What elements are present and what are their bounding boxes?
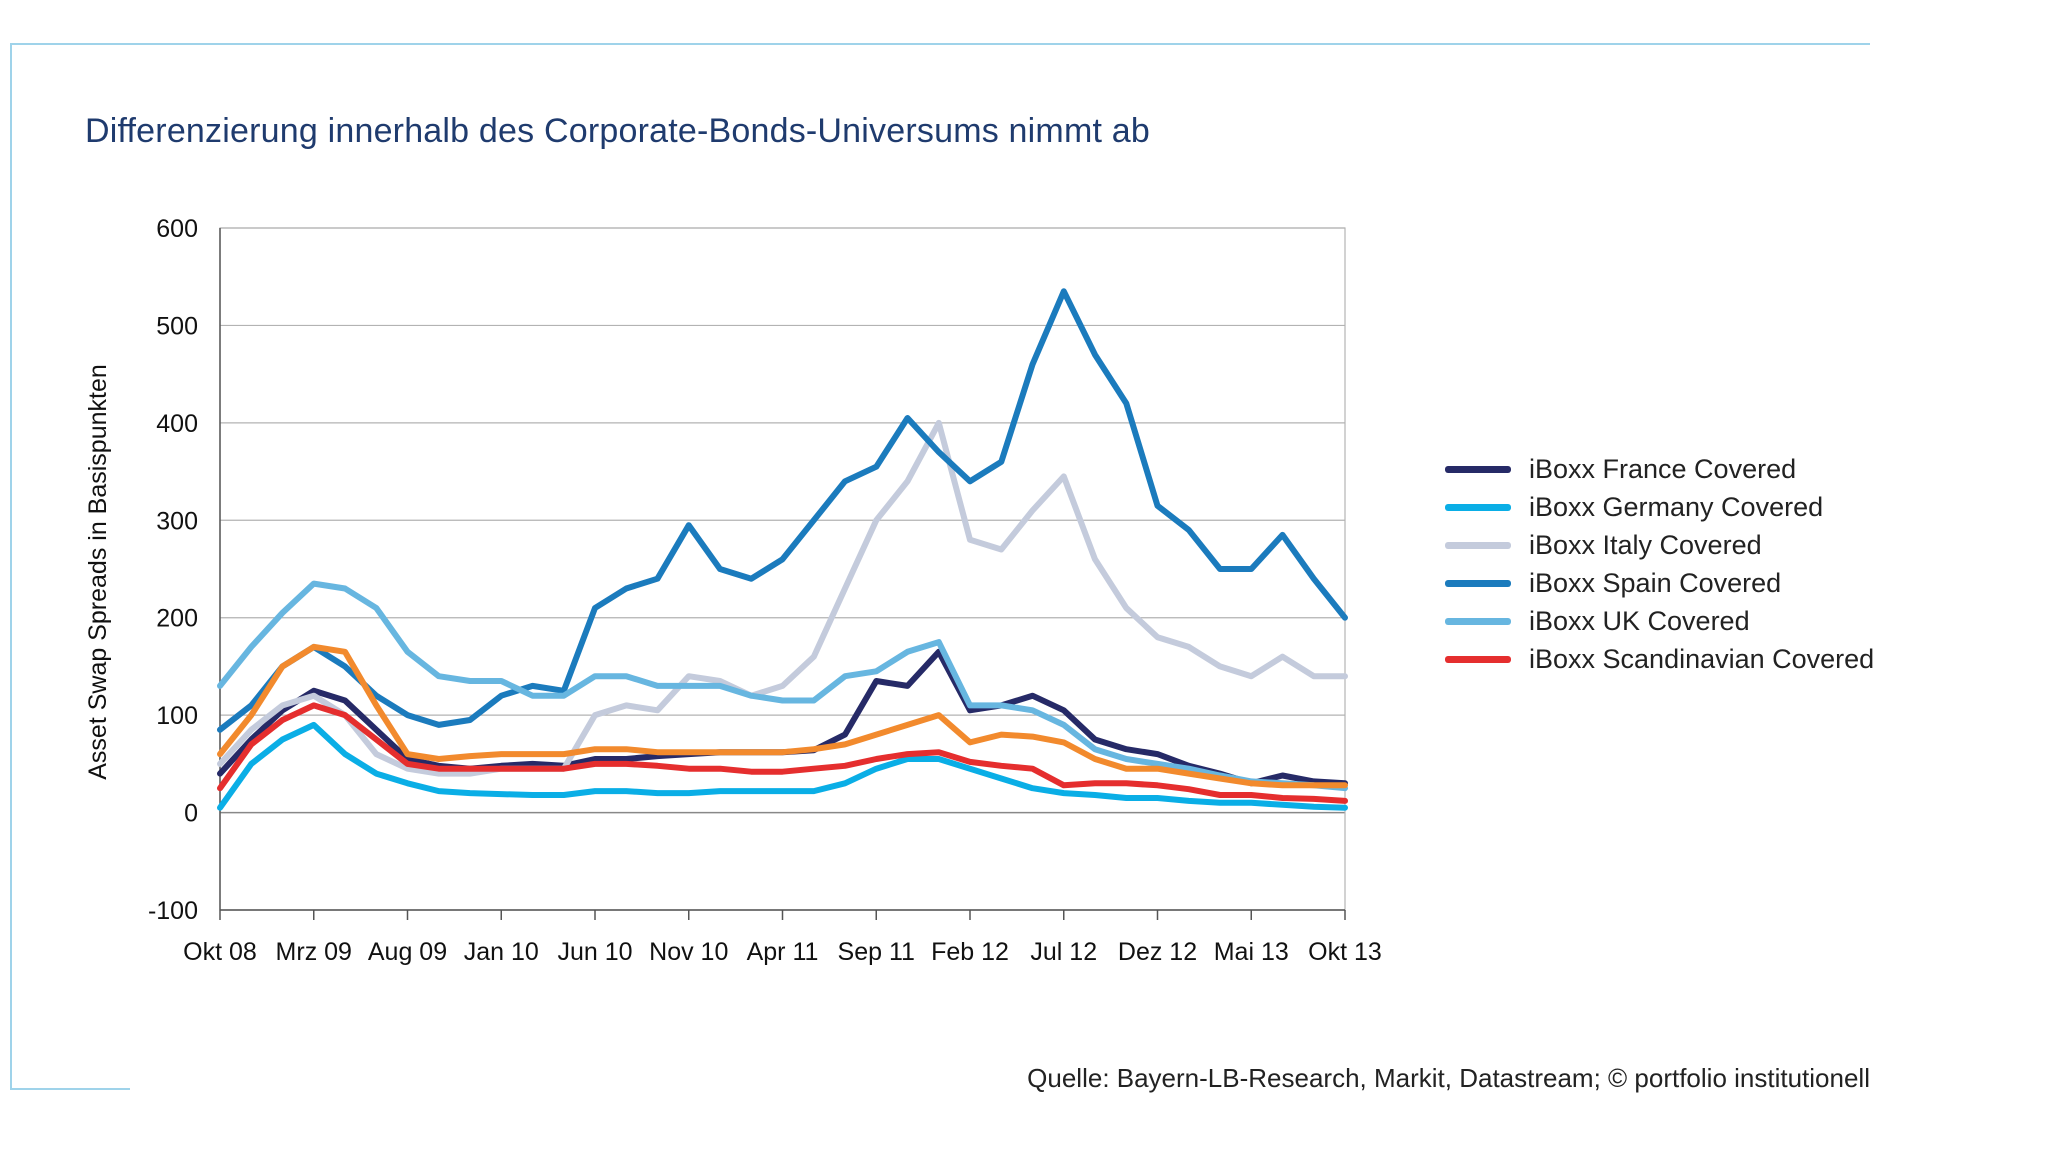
x-tick-label: Okt 13	[1308, 938, 1382, 966]
legend-item: iBoxx Germany Covered	[1445, 488, 1874, 526]
legend-swatch	[1445, 579, 1511, 587]
legend-label: iBoxx Italy Covered	[1529, 529, 1762, 560]
y-tick-label: 0	[184, 800, 198, 828]
series-line-0	[217, 648, 1348, 787]
legend-label: iBoxx Spain Covered	[1529, 567, 1782, 598]
x-tick-label: Jun 10	[557, 938, 632, 966]
series-lines	[217, 288, 1348, 811]
y-tick-label: 100	[156, 702, 198, 730]
y-tick-label: 200	[156, 605, 198, 633]
legend-label: iBoxx Germany Covered	[1529, 491, 1824, 522]
legend-item: iBoxx UK Covered	[1445, 602, 1874, 640]
series-line-2	[217, 419, 1348, 777]
frame-bottom-border	[10, 1088, 130, 1090]
y-tick-label: 300	[156, 507, 198, 535]
y-tick-label: -100	[148, 897, 198, 925]
legend-item: iBoxx Italy Covered	[1445, 526, 1874, 564]
frame-left-border	[10, 43, 12, 1090]
legend-swatch	[1445, 503, 1511, 511]
y-tick-label: 500	[156, 312, 198, 340]
x-tick-label: Aug 09	[368, 938, 447, 966]
legend-label: iBoxx Scandinavian Covered	[1529, 643, 1875, 674]
x-tick-label: Sep 11	[838, 938, 915, 966]
series-line-6	[217, 702, 1348, 804]
series-line-5	[217, 643, 1348, 789]
x-tick-label: Jan 10	[464, 938, 539, 966]
x-tick-label: Jul 12	[1030, 938, 1097, 966]
series-line-3	[217, 288, 1348, 733]
x-tick-label: Nov 10	[649, 938, 728, 966]
legend-item: iBoxx Spain Covered	[1445, 564, 1874, 602]
chart-legend: iBoxx France Covered iBoxx Germany Covere…	[1445, 450, 1874, 678]
x-tick-label: Mrz 09	[276, 938, 352, 966]
frame-top-border	[10, 43, 1870, 45]
y-tick-label: 600	[156, 215, 198, 243]
source-note: Quelle: Bayern-LB-Research, Markit, Data…	[1027, 1063, 1870, 1093]
grid-lines	[220, 227, 1345, 911]
legend-label: iBoxx UK Covered	[1529, 605, 1750, 636]
legend-label: iBoxx France Covered	[1529, 453, 1797, 484]
chart-title: Differenzierung innerhalb des Corporate-…	[85, 112, 1150, 150]
legend-item: iBoxx Scandinavian Covered	[1445, 640, 1874, 678]
series-line-1	[217, 721, 1348, 811]
legend-swatch	[1445, 541, 1511, 549]
legend-item: iBoxx France Covered	[1445, 450, 1874, 488]
x-tick-label: Mai 13	[1214, 938, 1289, 966]
x-tick-label: Okt 08	[183, 938, 257, 966]
plot-area-border	[219, 227, 1346, 911]
legend-swatch	[1445, 617, 1511, 625]
y-tick-label: 400	[156, 410, 198, 438]
axes: -100 0 100 200 300 400 500 600 Okt 08 Mrz 09 Aug 0…	[148, 215, 1382, 966]
legend-swatch	[1445, 655, 1511, 663]
y-axis-label: Asset Swap Spreads in Basispunkten	[84, 364, 112, 780]
x-tick-label: Apr 11	[747, 938, 819, 966]
series-line-4	[217, 580, 1348, 792]
x-tick-label: Feb 12	[931, 938, 1009, 966]
x-tick-label: Dez 12	[1118, 938, 1197, 966]
legend-swatch	[1445, 465, 1511, 473]
